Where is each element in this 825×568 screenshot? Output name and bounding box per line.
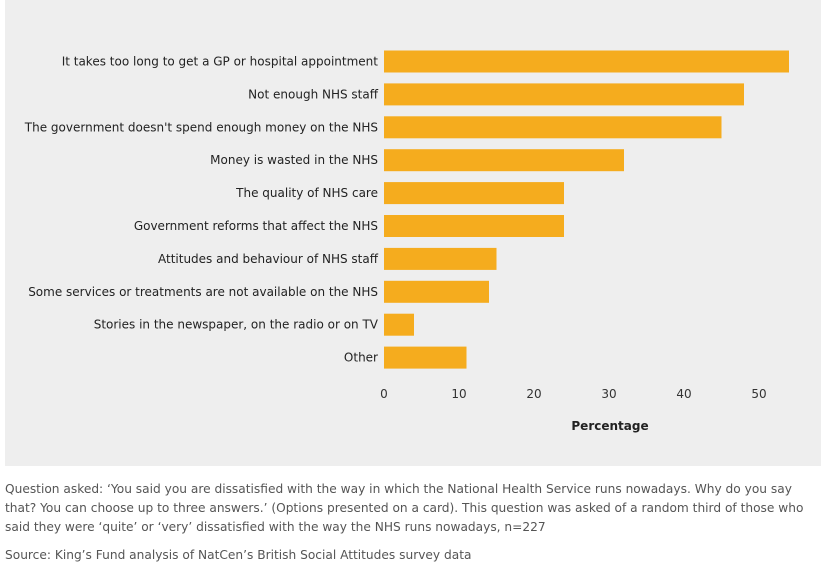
- bar: [384, 313, 414, 336]
- bar-chart: It takes too long to get a GP or hospita…: [24, 50, 789, 433]
- bar: [384, 116, 722, 139]
- bar: [384, 247, 497, 270]
- bar: [384, 83, 744, 106]
- x-tick-label: 20: [526, 387, 541, 401]
- x-axis-title: Percentage: [571, 419, 648, 433]
- category-label: Not enough NHS staff: [248, 87, 379, 101]
- category-label: Money is wasted in the NHS: [210, 153, 378, 167]
- question-caption: Question asked: ‘You said you are dissat…: [5, 482, 804, 534]
- source-note: Source: King’s Fund analysis of NatCen’s…: [5, 548, 472, 562]
- bar: [384, 215, 564, 237]
- category-label: Attitudes and behaviour of NHS staff: [158, 252, 379, 266]
- bar: [384, 149, 624, 172]
- category-label: Stories in the newspaper, on the radio o…: [94, 318, 379, 332]
- bar: [384, 50, 789, 73]
- x-tick-label: 50: [751, 387, 766, 401]
- bar: [384, 346, 467, 369]
- category-label: Other: [344, 351, 378, 365]
- category-label: Government reforms that affect the NHS: [134, 219, 378, 233]
- x-tick-label: 40: [676, 387, 691, 401]
- category-label: It takes too long to get a GP or hospita…: [62, 55, 379, 69]
- x-tick-label: 10: [451, 387, 466, 401]
- x-tick-label: 0: [380, 387, 388, 401]
- category-label: The government doesn't spend enough mone…: [24, 120, 378, 134]
- chart-panel: It takes too long to get a GP or hospita…: [5, 0, 821, 466]
- x-tick-label: 30: [601, 387, 616, 401]
- category-label: The quality of NHS care: [235, 186, 378, 200]
- bar: [384, 182, 564, 205]
- bar: [384, 280, 489, 303]
- category-label: Some services or treatments are not avai…: [28, 285, 378, 299]
